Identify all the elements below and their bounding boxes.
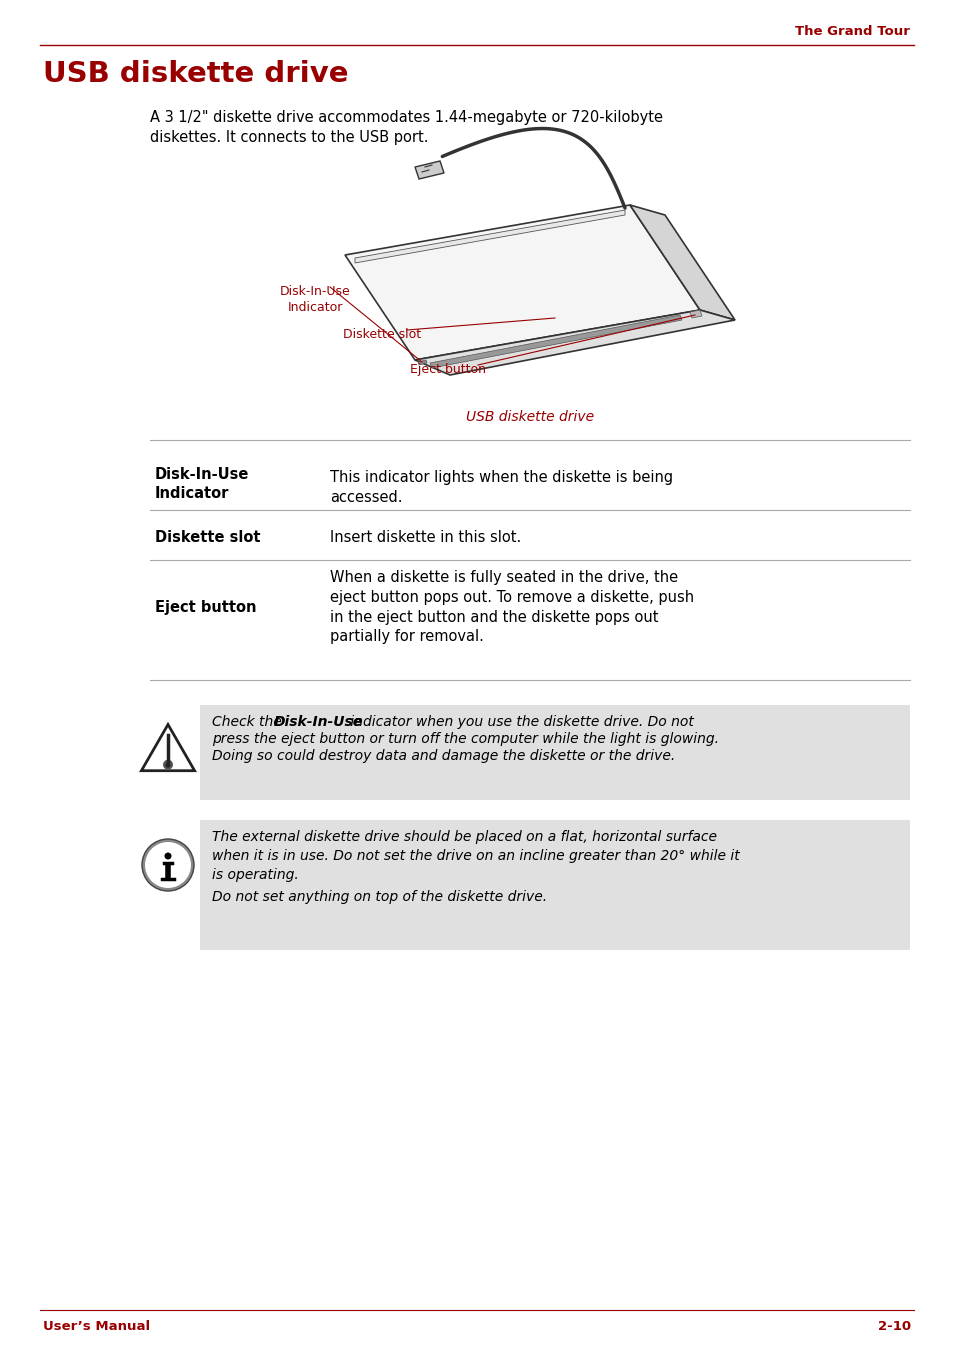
- Text: A 3 1/2" diskette drive accommodates 1.44-megabyte or 720-kilobyte
diskettes. It: A 3 1/2" diskette drive accommodates 1.4…: [150, 109, 662, 145]
- Polygon shape: [415, 161, 443, 178]
- Text: The external diskette drive should be placed on a flat, horizontal surface
when : The external diskette drive should be pl…: [212, 830, 739, 882]
- Text: press the eject button or turn off the computer while the light is glowing.: press the eject button or turn off the c…: [212, 732, 719, 746]
- Text: Disk-In-Use
Indicator: Disk-In-Use Indicator: [154, 467, 249, 501]
- Polygon shape: [417, 359, 427, 365]
- Circle shape: [163, 759, 172, 770]
- Circle shape: [165, 762, 171, 767]
- Polygon shape: [689, 309, 701, 317]
- Bar: [200, 820, 909, 950]
- Text: Diskette slot: Diskette slot: [342, 328, 420, 340]
- Text: USB diskette drive: USB diskette drive: [43, 59, 348, 88]
- Text: Do not set anything on top of the diskette drive.: Do not set anything on top of the disket…: [212, 890, 547, 904]
- Polygon shape: [141, 724, 194, 770]
- Polygon shape: [345, 205, 700, 359]
- Polygon shape: [430, 315, 681, 367]
- Circle shape: [142, 839, 193, 892]
- Polygon shape: [355, 209, 624, 263]
- Bar: [200, 705, 909, 800]
- Text: Insert diskette in this slot.: Insert diskette in this slot.: [330, 530, 520, 544]
- Text: Doing so could destroy data and damage the diskette or the drive.: Doing so could destroy data and damage t…: [212, 748, 675, 763]
- Polygon shape: [415, 309, 734, 376]
- Text: Eject button: Eject button: [410, 363, 485, 376]
- Text: When a diskette is fully seated in the drive, the
eject button pops out. To remo: When a diskette is fully seated in the d…: [330, 570, 694, 644]
- Text: 2-10: 2-10: [877, 1320, 910, 1333]
- Text: This indicator lights when the diskette is being
accessed.: This indicator lights when the diskette …: [330, 470, 673, 505]
- Text: USB diskette drive: USB diskette drive: [465, 409, 594, 424]
- Text: The Grand Tour: The Grand Tour: [794, 26, 909, 38]
- Text: Check the: Check the: [212, 715, 286, 730]
- Text: Eject button: Eject button: [154, 600, 256, 615]
- Text: Diskette slot: Diskette slot: [154, 530, 260, 544]
- Circle shape: [145, 842, 191, 888]
- Text: indicator when you use the diskette drive. Do not: indicator when you use the diskette driv…: [346, 715, 693, 730]
- Text: Disk-In-Use: Disk-In-Use: [274, 715, 363, 730]
- Text: Disk-In-Use
Indicator: Disk-In-Use Indicator: [279, 285, 350, 313]
- Text: User’s Manual: User’s Manual: [43, 1320, 150, 1333]
- Polygon shape: [629, 205, 734, 320]
- Circle shape: [164, 852, 172, 859]
